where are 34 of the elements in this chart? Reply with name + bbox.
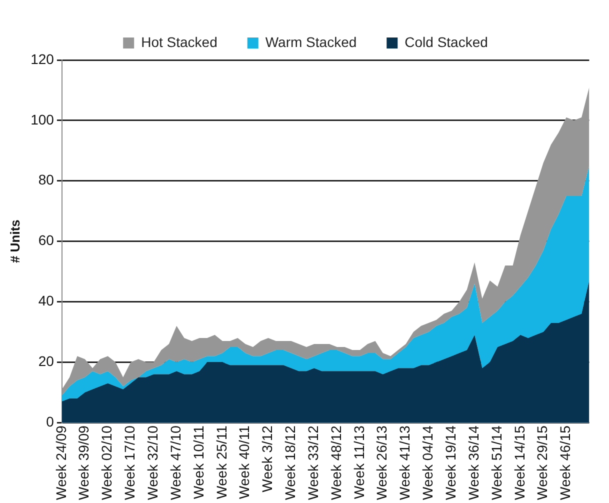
x-tick-label: Week 10/11 — [190, 425, 206, 499]
x-tick-label: Week 33/12 — [304, 425, 321, 500]
x-tick-label: Week 51/14 — [488, 425, 504, 500]
x-tick-label: Week 36/14 — [465, 425, 482, 500]
legend-label: Hot Stacked — [141, 34, 218, 50]
x-tick-label: Week 40/11 — [236, 425, 252, 499]
y-tick-label: 0 — [46, 413, 54, 430]
x-tick-label: Week 3/12 — [259, 425, 276, 492]
x-tick-label: Week 18/12 — [282, 425, 298, 500]
x-tick-label: Week 25/11 — [213, 425, 230, 499]
y-tick-label: 40 — [38, 292, 54, 309]
y-tick-label: 100 — [30, 111, 54, 128]
x-tick-label: Week 41/13 — [396, 425, 413, 500]
legend-label: Warm Stacked — [265, 34, 357, 50]
x-tick-label: Week 39/09 — [76, 425, 92, 500]
x-tick-label: Week 48/12 — [328, 425, 344, 500]
x-tick-label: Week 14/15 — [511, 425, 528, 500]
x-tick-label: Week 46/15 — [557, 425, 574, 500]
x-tick-label: Week 32/10 — [144, 425, 161, 500]
y-tick-label: 60 — [38, 232, 54, 248]
x-tick-label: Week 04/14 — [420, 425, 436, 500]
x-tick-label: Week 24/09 — [52, 425, 69, 500]
x-tick-label: Week 26/13 — [374, 425, 390, 500]
y-axis-title: # Units — [7, 220, 22, 263]
y-tick-label: 80 — [38, 172, 54, 188]
y-tick-label: 120 — [30, 50, 54, 67]
x-tick-label: Week 11/13 — [350, 425, 367, 499]
legend-label: Cold Stacked — [404, 34, 488, 50]
y-tick-label: 20 — [38, 352, 54, 369]
x-tick-label: Week 19/14 — [442, 425, 459, 500]
x-tick-label: Week 47/10 — [167, 425, 184, 500]
x-tick-label: Week 17/10 — [122, 425, 138, 500]
x-tick-label: Week 02/10 — [98, 425, 115, 500]
x-tick-label: Week 29/15 — [534, 425, 550, 500]
